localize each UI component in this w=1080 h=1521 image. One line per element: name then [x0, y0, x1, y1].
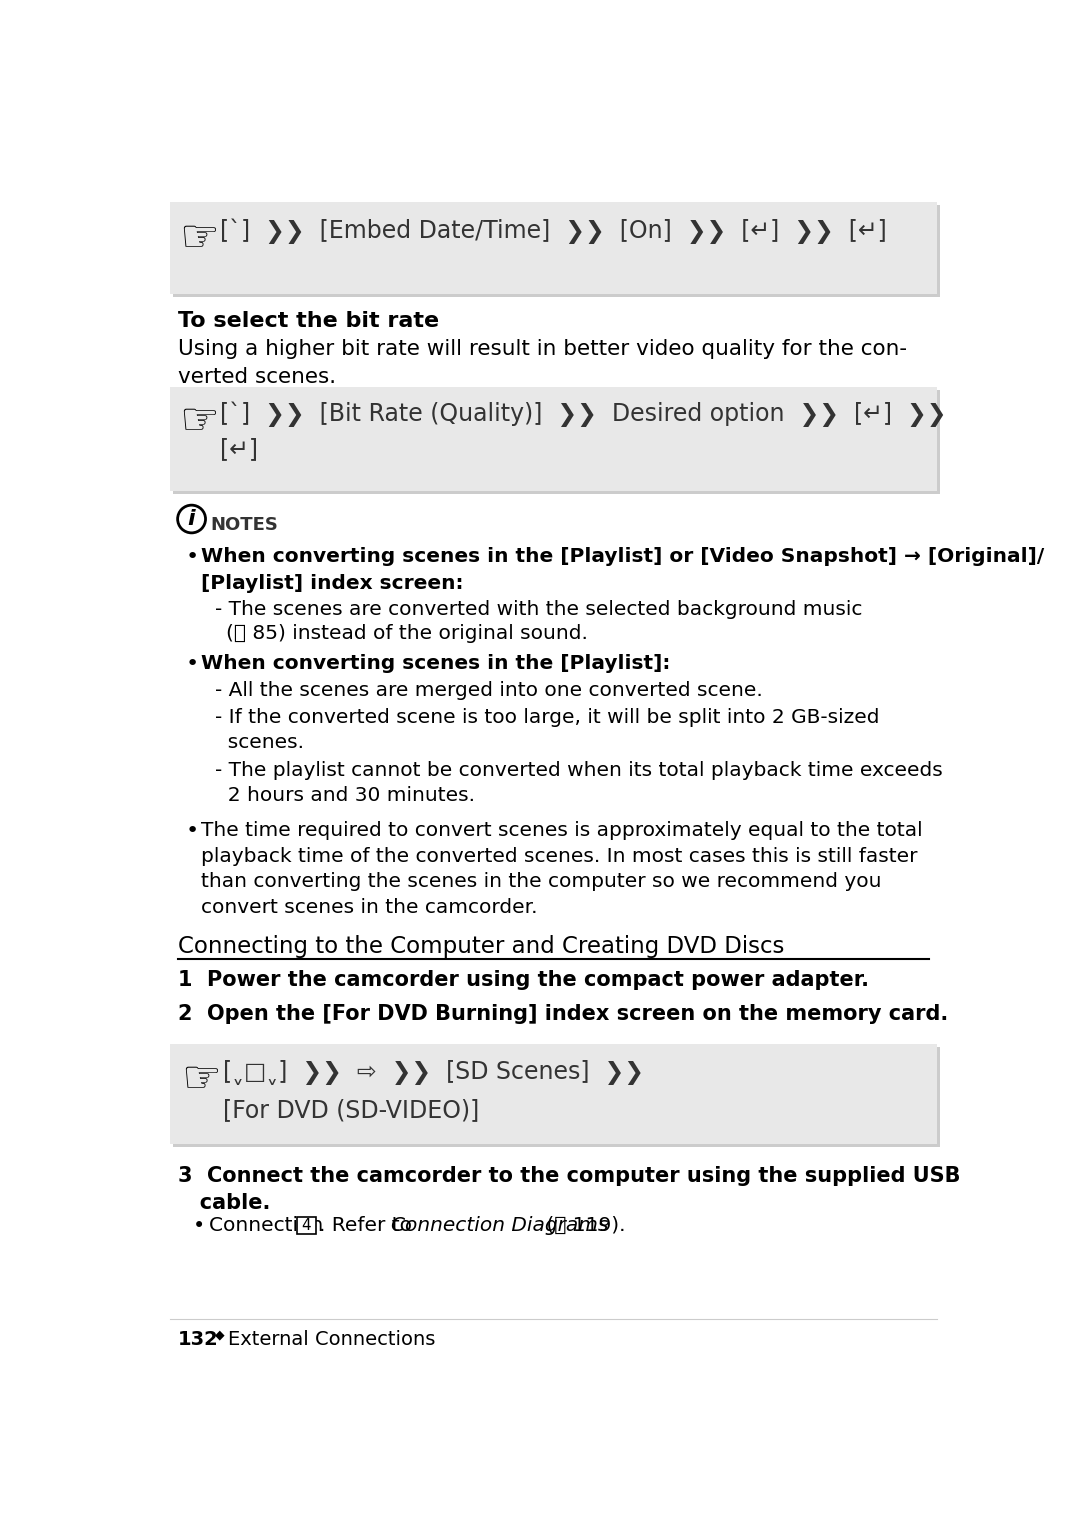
Text: [ˬ□ˬ]  ❯❯  ⇨  ❯❯  [SD Scenes]  ❯❯: [ˬ□ˬ] ❯❯ ⇨ ❯❯ [SD Scenes] ❯❯	[222, 1060, 644, 1084]
Text: [↵]: [↵]	[220, 437, 258, 461]
Text: When converting scenes in the [Playlist]:: When converting scenes in the [Playlist]…	[201, 654, 671, 672]
Text: ☞: ☞	[181, 1059, 221, 1101]
Text: ◆: ◆	[215, 1328, 225, 1342]
Text: •: •	[193, 1215, 205, 1237]
Text: Connection: Connection	[208, 1215, 336, 1235]
Text: - The scenes are converted with the selected background music: - The scenes are converted with the sele…	[215, 599, 862, 619]
FancyBboxPatch shape	[173, 1048, 941, 1147]
Text: 3  Connect the camcorder to the computer using the supplied USB
   cable.: 3 Connect the camcorder to the computer …	[177, 1165, 960, 1214]
Text: [ˋ]  ❯❯  [Bit Rate (Quality)]  ❯❯  Desired option  ❯❯  [↵]  ❯❯: [ˋ] ❯❯ [Bit Rate (Quality)] ❯❯ Desired o…	[220, 402, 947, 427]
Text: . Refer to: . Refer to	[320, 1215, 419, 1235]
Text: ☞: ☞	[179, 400, 219, 444]
Text: When converting scenes in the [Playlist] or [Video Snapshot] → [Original]/
[Play: When converting scenes in the [Playlist]…	[201, 548, 1044, 593]
Text: •: •	[186, 821, 199, 841]
Text: i: i	[188, 510, 195, 529]
Text: - All the scenes are merged into one converted scene.: - All the scenes are merged into one con…	[215, 681, 762, 700]
Text: 4: 4	[301, 1218, 311, 1232]
Text: 1  Power the camcorder using the compact power adapter.: 1 Power the camcorder using the compact …	[177, 970, 868, 990]
Text: To select the bit rate: To select the bit rate	[177, 312, 438, 332]
Text: 132: 132	[177, 1329, 218, 1349]
Text: •: •	[186, 654, 199, 674]
Text: - If the converted scene is too large, it will be split into 2 GB-sized
  scenes: - If the converted scene is too large, i…	[215, 709, 879, 753]
FancyBboxPatch shape	[170, 386, 937, 490]
Text: •: •	[186, 548, 199, 567]
Text: ☞: ☞	[179, 218, 219, 260]
FancyBboxPatch shape	[297, 1217, 315, 1234]
Text: Connecting to the Computer and Creating DVD Discs: Connecting to the Computer and Creating …	[177, 935, 784, 958]
FancyBboxPatch shape	[173, 389, 941, 494]
Text: Connection Diagrams: Connection Diagrams	[391, 1215, 608, 1235]
Text: External Connections: External Connections	[228, 1329, 435, 1349]
FancyBboxPatch shape	[170, 202, 937, 294]
Text: (⧉ 85) instead of the original sound.: (⧉ 85) instead of the original sound.	[226, 625, 588, 643]
Text: NOTES: NOTES	[211, 516, 278, 534]
Text: The time required to convert scenes is approximately equal to the total
playback: The time required to convert scenes is a…	[201, 821, 922, 917]
Text: 2  Open the [For DVD Burning] index screen on the memory card.: 2 Open the [For DVD Burning] index scree…	[177, 1004, 948, 1024]
Text: [ˋ]  ❯❯  [Embed Date/Time]  ❯❯  [On]  ❯❯  [↵]  ❯❯  [↵]: [ˋ] ❯❯ [Embed Date/Time] ❯❯ [On] ❯❯ [↵] …	[220, 219, 887, 245]
Circle shape	[177, 505, 205, 532]
FancyBboxPatch shape	[170, 1043, 937, 1144]
Text: [For DVD (SD-VIDEO)]: [For DVD (SD-VIDEO)]	[222, 1098, 478, 1122]
Text: Using a higher bit rate will result in better video quality for the con-
verted : Using a higher bit rate will result in b…	[177, 339, 906, 386]
Text: (⧉ 119).: (⧉ 119).	[540, 1215, 625, 1235]
Text: - The playlist cannot be converted when its total playback time exceeds
  2 hour: - The playlist cannot be converted when …	[215, 760, 943, 805]
FancyBboxPatch shape	[173, 205, 941, 297]
